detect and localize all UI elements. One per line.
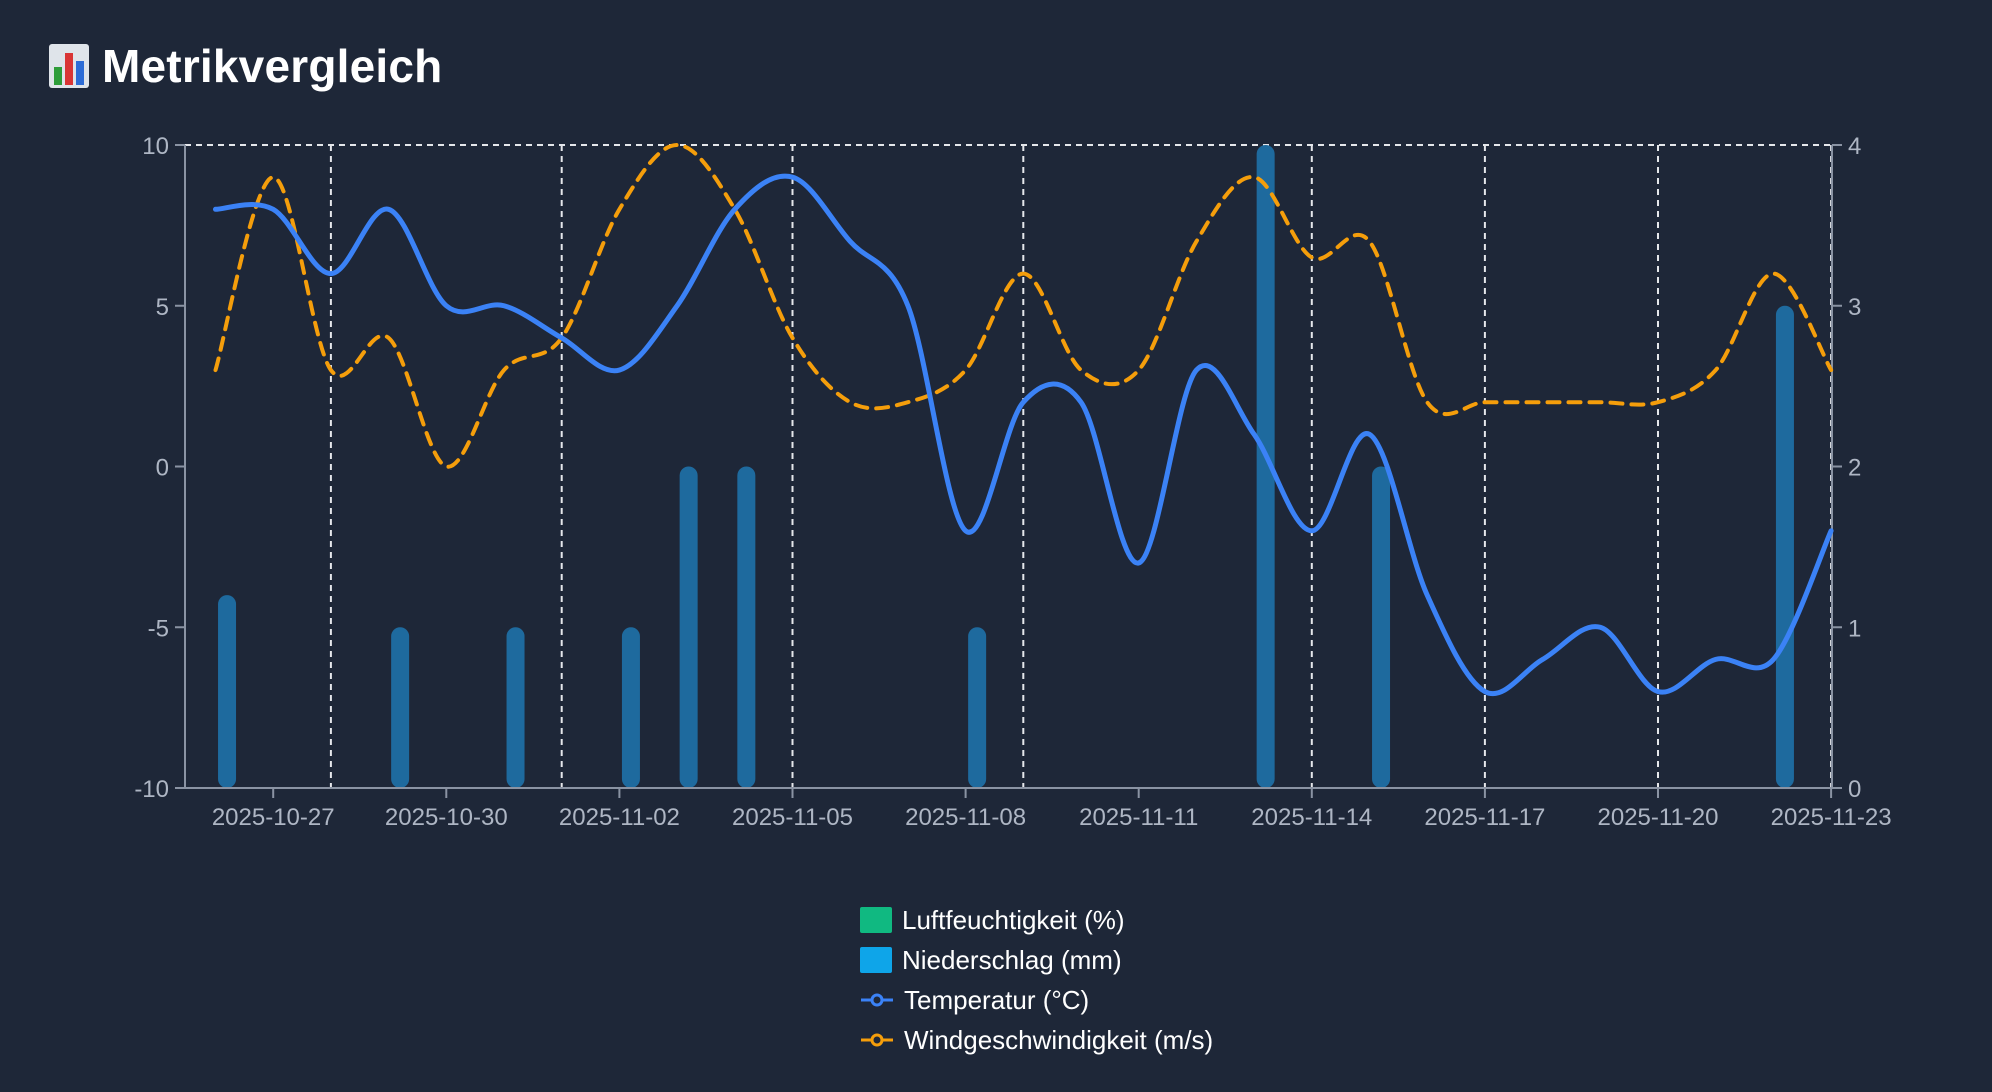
legend-item-humidity[interactable]: Luftfeuchtigkeit (%) xyxy=(860,904,1213,936)
precipitation-bar xyxy=(1775,305,1794,788)
x-tick-label: 2025-11-11 xyxy=(1079,804,1198,831)
x-tick-label: 2025-11-23 xyxy=(1771,804,1892,831)
page-title: Metrikvergleich xyxy=(102,40,443,92)
left-tick-label: 0 xyxy=(156,455,169,482)
x-tick-label: 2025-10-30 xyxy=(385,804,508,831)
grid-layer xyxy=(185,144,1833,788)
right-tick-label: 0 xyxy=(1848,776,1861,803)
left-tick-label: -5 xyxy=(148,615,169,642)
axes xyxy=(175,144,1842,798)
precipitation-bar xyxy=(1256,145,1275,788)
legend-item-precipitation[interactable]: Niederschlag (mm) xyxy=(860,944,1213,976)
precipitation-bar xyxy=(968,627,987,788)
legend-item-wind[interactable]: Windgeschwindigkeit (m/s) xyxy=(860,1024,1213,1056)
legend-swatch-precipitation xyxy=(860,947,892,973)
precipitation-bar xyxy=(506,627,525,788)
legend-label: Niederschlag (mm) xyxy=(902,944,1122,975)
precipitation-bar xyxy=(621,627,640,788)
legend-swatch-humidity xyxy=(860,907,892,933)
left-tick-label: 5 xyxy=(156,294,169,321)
precipitation-bars xyxy=(218,145,1794,788)
x-tick-label: 2025-11-02 xyxy=(559,804,680,831)
series-lines xyxy=(213,142,1834,697)
legend-label: Windgeschwindigkeit (m/s) xyxy=(904,1024,1214,1055)
precipitation-bar xyxy=(737,466,756,788)
wind-speed-line xyxy=(213,142,1834,469)
x-tick-label: 2025-11-08 xyxy=(905,804,1026,831)
temperature-line xyxy=(213,173,1834,697)
right-tick-label: 1 xyxy=(1848,615,1861,642)
right-tick-label: 2 xyxy=(1848,455,1861,482)
x-tick-label: 2025-11-05 xyxy=(732,804,853,831)
x-tick-label: 2025-11-20 xyxy=(1598,804,1719,831)
left-tick-label: 10 xyxy=(142,133,169,160)
left-tick-label: -10 xyxy=(134,776,169,803)
legend-label: Luftfeuchtigkeit (%) xyxy=(902,904,1125,935)
precipitation-bar xyxy=(679,466,698,788)
precipitation-bar xyxy=(218,595,237,788)
right-tick-label: 3 xyxy=(1848,294,1861,321)
bar-chart-icon xyxy=(49,44,89,88)
chart-header: Metrikvergleich xyxy=(48,36,442,96)
chart-legend: Luftfeuchtigkeit (%) Niederschlag (mm) Tem… xyxy=(860,904,1213,1056)
precipitation-bar xyxy=(391,627,410,788)
right-tick-label: 4 xyxy=(1848,133,1861,160)
legend-swatch-temperature xyxy=(861,993,893,1007)
x-tick-label: 2025-11-14 xyxy=(1251,804,1372,831)
legend-item-temperature[interactable]: Temperatur (°C) xyxy=(860,984,1213,1016)
legend-label: Temperatur (°C) xyxy=(904,984,1090,1015)
x-tick-label: 2025-10-27 xyxy=(212,804,335,831)
precipitation-bar xyxy=(1372,466,1391,788)
x-tick-label: 2025-11-17 xyxy=(1424,804,1545,831)
tick-labels: -10 -5 0 5 10 0 1 2 3 4 2025-10-27 2025-10-30 2025-1… xyxy=(134,133,1891,831)
legend-swatch-wind xyxy=(861,1033,893,1047)
